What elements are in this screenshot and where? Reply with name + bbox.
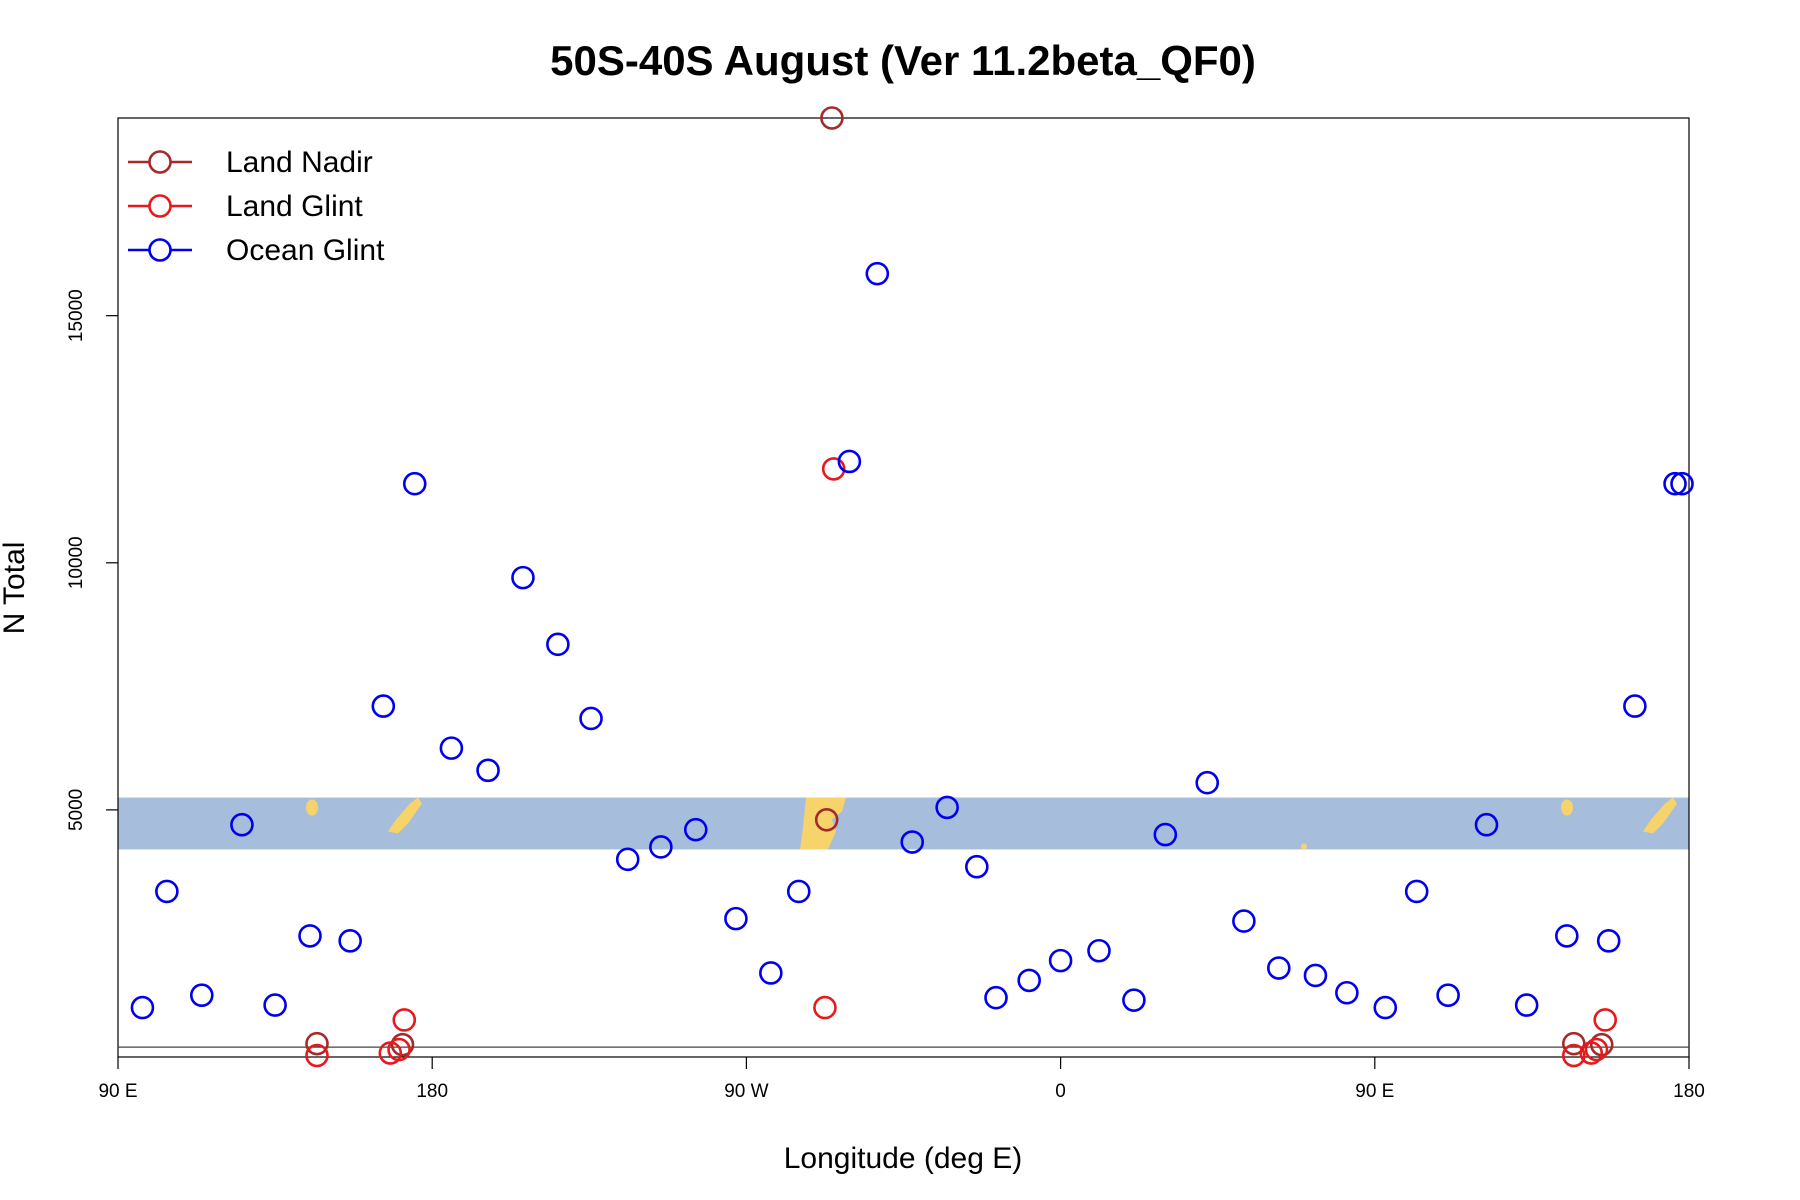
plot-frame [117, 117, 1690, 1058]
land-nadir-point-2 [814, 807, 839, 832]
legend-label-land-nadir: Land Nadir [226, 146, 373, 179]
ocean-glint-point-37 [1404, 879, 1429, 904]
x-axis: 90 E 180 90 W 0 90 E 180 [98, 1057, 1705, 1102]
chart-title: 50S-40S August (Ver 11.2beta_QF0) [550, 37, 1256, 84]
x-tick-label-0: 90 E [98, 1081, 137, 1102]
ocean-glint-point-5 [298, 924, 322, 948]
ocean-glint-point-25 [984, 985, 1008, 1010]
land-nadir-point-1 [390, 1032, 415, 1057]
x-tick-label-2: 90 W [724, 1081, 768, 1102]
ocean-glint-point-6 [338, 929, 362, 953]
land-tasmania-2 [1561, 799, 1573, 816]
ocean-glint-point-43 [1623, 694, 1647, 718]
data-points [130, 106, 1694, 1068]
land-new-zealand-1 [388, 797, 422, 834]
ocean-glint-point-16 [683, 817, 708, 842]
ocean-glint-point-13 [579, 706, 603, 731]
land-glint-point-6 [1561, 1043, 1586, 1068]
ocean-glint-point-4 [263, 993, 287, 1017]
ocean-glint-point-33 [1266, 956, 1291, 980]
ocean-glint-point-41 [1555, 924, 1579, 948]
ocean-glint-point-19 [786, 879, 811, 904]
land-glint-point-8 [1584, 1037, 1609, 1062]
ocean-glint-point-34 [1303, 963, 1328, 988]
land-glint-point-2 [387, 1037, 411, 1062]
ocean-glint-point-24 [965, 854, 989, 879]
ocean-glint-point-8 [402, 471, 427, 496]
ocean-glint-point-27 [1048, 948, 1073, 973]
ocean-glint-point-23 [935, 795, 959, 820]
land-glint-point-3 [392, 1008, 417, 1032]
x-tick-label-3: 0 [1055, 1081, 1066, 1102]
legend-label-ocean-glint: Ocean Glint [226, 234, 385, 267]
land-glint-point-7 [1579, 1041, 1604, 1065]
ocean-glint-point-2 [189, 983, 214, 1008]
land-glint-point-4 [813, 995, 837, 1020]
x-tick-label-5: 180 [1673, 1081, 1705, 1102]
ocean-glint-point-26 [1017, 968, 1041, 993]
legend-marker-ocean-glint [148, 238, 172, 262]
map-band [118, 797, 1689, 850]
land-nadir-point-0 [305, 1031, 329, 1056]
ocean-glint-point-9 [439, 736, 464, 760]
ocean-glint-point-35 [1335, 980, 1359, 1005]
x-tick-label-1: 180 [416, 1081, 448, 1102]
ocean-glint-point-44 [1663, 471, 1687, 496]
ocean-glint-point-10 [476, 758, 500, 783]
land-island-small [1301, 843, 1307, 850]
ocean-glint-point-39 [1474, 812, 1499, 837]
ocean-glint-point-30 [1153, 822, 1178, 847]
ocean-glint-point-20 [837, 449, 862, 474]
y-tick-label-1: 10000 [66, 536, 87, 589]
ocean-band [118, 797, 1689, 850]
x-tick-label-4: 90 E [1355, 1081, 1394, 1102]
ocean-glint-point-21 [865, 261, 890, 286]
ocean-glint-point-38 [1436, 983, 1460, 1008]
y-tick-label-0: 5000 [66, 789, 87, 831]
ocean-glint-point-0 [130, 995, 155, 1020]
ocean-glint-point-45 [1670, 471, 1694, 496]
ocean-glint-point-36 [1373, 995, 1398, 1020]
ocean-glint-point-17 [724, 906, 748, 931]
y-axis: 5000 10000 15000 [66, 289, 118, 831]
legend-marker-land-nadir [148, 150, 172, 174]
ocean-glint-point-32 [1232, 909, 1256, 933]
legend-label-land-glint: Land Glint [226, 190, 363, 223]
ocean-glint-point-29 [1122, 988, 1146, 1012]
ocean-glint-point-40 [1514, 993, 1539, 1017]
ocean-glint-point-31 [1195, 770, 1220, 795]
y-tick-label-2: 15000 [66, 289, 87, 342]
legend: Land Nadir Land Glint Ocean Glint [128, 146, 385, 267]
ocean-glint-point-28 [1087, 938, 1111, 963]
land-glint-point-5 [821, 457, 846, 481]
ocean-glint-point-1 [155, 879, 179, 904]
x-axis-label: Longitude (deg E) [784, 1142, 1023, 1175]
ocean-glint-point-42 [1596, 929, 1621, 953]
land-glint-point-0 [305, 1043, 329, 1068]
ocean-glint-point-18 [759, 961, 783, 985]
ocean-glint-point-22 [900, 830, 925, 854]
land-new-zealand-2 [1643, 797, 1677, 834]
y-axis-label: N Total [0, 542, 31, 635]
land-south-america [800, 797, 846, 850]
legend-marker-land-glint [148, 194, 172, 218]
ocean-glint-point-12 [546, 632, 570, 657]
land-nadir-point-3 [820, 106, 844, 130]
ocean-glint-point-7 [371, 694, 396, 718]
ocean-glint-point-14 [615, 847, 640, 872]
land-glint-point-9 [1593, 1008, 1618, 1032]
land-tasmania-1 [306, 799, 318, 816]
ocean-glint-point-11 [511, 565, 535, 590]
ocean-glint-point-3 [230, 812, 254, 837]
ocean-glint-point-15 [649, 835, 673, 859]
